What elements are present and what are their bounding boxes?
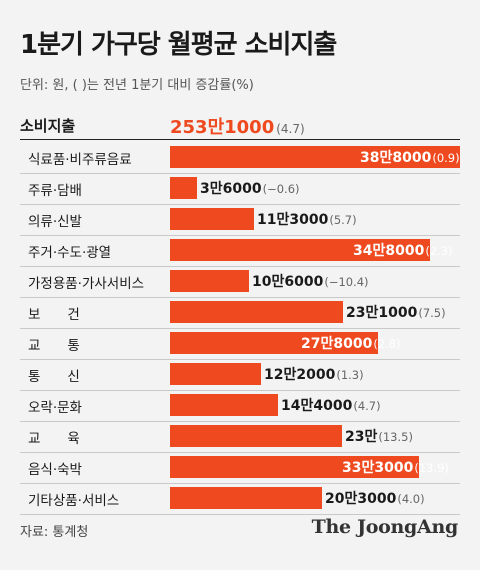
value-label: 34만8000(2.3) (353, 240, 453, 260)
value-text: 33만3000 (342, 460, 414, 476)
bar-row: 통 신 12만2000(1.3) (20, 359, 460, 391)
total-value-text: 253만1000 (170, 117, 275, 138)
category-label: 주류·담배 (28, 183, 82, 199)
bar-row: 음식·숙박 33만3000(13.9) (20, 452, 460, 484)
bar (170, 239, 430, 261)
value-text: 11만3000 (257, 212, 329, 228)
bar-row: 식료품·비주류음료 38만8000(0.9) (20, 142, 460, 174)
category-label: 기타상품·서비스 (28, 493, 120, 509)
bar (170, 146, 460, 168)
value-text: 27만8000 (301, 336, 373, 352)
bar-row: 오락·문화 14만4000(4.7) (20, 390, 460, 422)
value-label: 38만8000(0.9) (360, 147, 460, 167)
value-label: 12만2000(1.3) (264, 364, 364, 384)
category-label: 교 육 (28, 431, 80, 447)
change-label: (2.8) (373, 337, 401, 351)
value-text: 38만8000 (360, 150, 432, 166)
change-label: (13.5) (378, 430, 413, 444)
total-label: 소비지출 (20, 117, 76, 135)
bar (170, 425, 342, 447)
bar-row: 주류·담배 3만6000(−0.6) (20, 173, 460, 205)
bar (170, 394, 278, 416)
change-label: (−10.4) (324, 275, 369, 289)
change-label: (−0.6) (262, 182, 300, 196)
value-text: 34만8000 (353, 243, 425, 259)
change-label: (0.9) (432, 151, 460, 165)
source-note: 자료: 통계청 (20, 525, 89, 540)
change-label: (4.7) (353, 399, 381, 413)
bar (170, 487, 322, 509)
bar (170, 270, 249, 292)
bar (170, 208, 254, 230)
category-label: 식료품·비주류음료 (28, 152, 132, 168)
change-label: (2.3) (425, 244, 453, 258)
category-label: 오락·문화 (28, 400, 82, 416)
value-text: 12만2000 (264, 367, 336, 383)
change-label: (13.9) (414, 461, 449, 475)
total-change: (4.7) (276, 122, 305, 136)
brand-logo: The JoongAng (311, 516, 459, 538)
bar-row: 의류·신발 11만3000(5.7) (20, 204, 460, 236)
bar (170, 177, 197, 199)
category-label: 가정용품·가사서비스 (28, 276, 145, 292)
bar-row: 교 육 23만(13.5) (20, 421, 460, 453)
value-label: 11만3000(5.7) (257, 209, 357, 229)
bar-row: 주거·수도·광열 34만8000(2.3) (20, 235, 460, 267)
value-label: 33만3000(13.9) (342, 457, 449, 477)
bar (170, 363, 261, 385)
change-label: (4.0) (397, 492, 425, 506)
chart-title: 1분기 가구당 월평균 소비지출 (20, 30, 337, 60)
value-text: 10만6000 (252, 274, 324, 290)
change-label: (7.5) (418, 306, 446, 320)
category-label: 교 통 (28, 338, 80, 354)
bar (170, 456, 419, 478)
unit-note: 단위: 원, ( )는 전년 1분기 대비 증감률(%) (20, 78, 254, 93)
category-label: 보 건 (28, 307, 80, 323)
value-text: 23만 (345, 429, 378, 445)
value-text: 20만3000 (325, 491, 397, 507)
value-text: 23만1000 (346, 305, 418, 321)
value-label: 20만3000(4.0) (325, 488, 425, 508)
value-label: 23만(13.5) (345, 426, 413, 446)
value-label: 27만8000(2.8) (301, 333, 401, 353)
value-label: 3만6000(−0.6) (200, 178, 300, 198)
category-label: 통 신 (28, 369, 80, 385)
bar (170, 332, 378, 354)
total-value: 253만1000 (4.7) (170, 113, 305, 139)
bar-row: 가정용품·가사서비스 10만6000(−10.4) (20, 266, 460, 298)
value-label: 14만4000(4.7) (281, 395, 381, 415)
value-label: 23만1000(7.5) (346, 302, 446, 322)
bar-row: 교 통 27만8000(2.8) (20, 328, 460, 360)
bar (170, 301, 343, 323)
category-label: 주거·수도·광열 (28, 245, 112, 261)
category-label: 의류·신발 (28, 214, 82, 230)
total-row: 소비지출 253만1000 (4.7) (20, 113, 460, 140)
change-label: (1.3) (336, 368, 364, 382)
bar-row: 기타상품·서비스 20만3000(4.0) (20, 483, 460, 515)
value-label: 10만6000(−10.4) (252, 271, 369, 291)
change-label: (5.7) (329, 213, 357, 227)
value-text: 14만4000 (281, 398, 353, 414)
category-label: 음식·숙박 (28, 462, 82, 478)
bar-row: 보 건 23만1000(7.5) (20, 297, 460, 329)
value-text: 3만6000 (200, 181, 262, 197)
